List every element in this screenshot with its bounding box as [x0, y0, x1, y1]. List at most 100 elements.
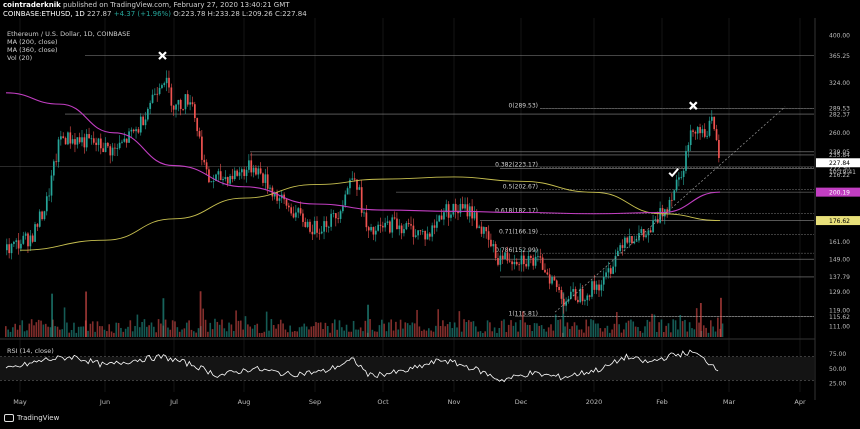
chart-title: Ethereum / U.S. Dollar, 1D, COINBASE — [7, 30, 131, 38]
y-tick-label: 324.00 — [829, 80, 850, 87]
last-price-tag-bg — [816, 158, 860, 168]
candle-body — [485, 227, 488, 232]
candle-body — [102, 148, 105, 153]
ohlc-detail: O:223.78 H:233.28 L:209.26 C:227.84 — [173, 10, 307, 18]
volume-bar — [545, 331, 548, 337]
volume-bar — [30, 319, 33, 337]
volume-bar — [237, 320, 240, 337]
candle-body — [147, 108, 149, 120]
volume-bar — [162, 298, 165, 337]
volume-bar — [44, 323, 47, 337]
candle-body — [537, 256, 539, 258]
candle-body — [504, 252, 506, 260]
volume-bar — [470, 321, 472, 337]
volume-bar — [681, 321, 684, 337]
candle-body — [534, 256, 537, 266]
candle-body — [506, 252, 509, 261]
volume-bar — [77, 326, 80, 337]
volume-bar — [449, 321, 451, 337]
volume-bar — [585, 319, 588, 337]
y-tick-label: 222.30 — [829, 166, 850, 173]
countdown-label: 10:19:41 — [829, 169, 856, 176]
volume-bar — [193, 331, 195, 337]
volume-bar — [272, 325, 275, 337]
tradingview-footer[interactable]: TradingView — [4, 414, 59, 422]
vol-legend[interactable]: Vol (20) — [7, 54, 33, 62]
candle-body — [74, 139, 76, 145]
candle-body — [407, 223, 410, 225]
candle-body — [410, 224, 412, 226]
candle-body — [8, 244, 11, 254]
check-marker-icon — [668, 168, 679, 178]
candle-body — [647, 230, 650, 236]
volume-bar — [16, 329, 19, 337]
candle-body — [360, 187, 363, 213]
volume-bar — [707, 332, 710, 337]
candle-body — [511, 261, 513, 265]
volume-bar — [672, 319, 674, 337]
ma360-legend[interactable]: MA (360, close) — [7, 46, 58, 54]
candle-body — [619, 245, 622, 251]
author-name[interactable]: cointraderknik — [3, 1, 61, 9]
volume-bar — [322, 329, 324, 337]
volume-bar — [594, 323, 597, 337]
volume-bar — [143, 319, 146, 337]
rsi-legend[interactable]: RSI (14, close) — [7, 347, 54, 355]
ma200-price-tag: 176.62 — [829, 218, 850, 225]
candle-body — [424, 231, 426, 240]
candle-body — [302, 213, 304, 222]
volume-bar — [174, 321, 176, 337]
volume-bar — [275, 328, 277, 337]
candle-body — [189, 102, 191, 105]
trendline — [554, 106, 786, 313]
cross-marker-icon — [158, 51, 167, 60]
volume-bar — [287, 332, 289, 337]
volume-bar — [618, 324, 620, 337]
volume-bar — [80, 326, 82, 337]
volume-bar — [244, 316, 247, 337]
volume-bar — [148, 325, 150, 337]
y-tick-label: 111.00 — [829, 323, 850, 330]
volume-bar — [247, 324, 249, 337]
volume-bar — [460, 331, 463, 337]
volume-bar — [176, 327, 179, 337]
ma200-line — [19, 176, 721, 251]
volume-bar — [258, 332, 261, 337]
volume-bar — [127, 326, 129, 337]
candle-body — [478, 226, 481, 228]
candle-body — [123, 138, 126, 142]
candle-body — [226, 177, 229, 184]
tradingview-brand: TradingView — [17, 414, 60, 422]
volume-bar — [679, 315, 682, 337]
volume-bar — [486, 320, 489, 337]
candle-body — [306, 221, 309, 227]
volume-bar — [352, 320, 355, 337]
candle-body — [104, 142, 107, 153]
candle-body — [497, 258, 499, 265]
ma200-legend[interactable]: MA (200, close) — [7, 38, 58, 46]
candle-body — [269, 187, 271, 189]
volume-bar — [383, 323, 385, 337]
volume-bar — [157, 319, 160, 337]
volume-bar — [540, 325, 543, 337]
volume-bar — [411, 322, 414, 337]
volume-bar — [529, 325, 531, 337]
volume-bar — [108, 324, 110, 337]
candle-body — [57, 139, 60, 162]
x-tick-label: Jun — [99, 398, 110, 406]
candle-body — [114, 147, 116, 149]
candle-body — [81, 137, 83, 143]
candle-body — [161, 85, 163, 88]
candle-body — [22, 235, 25, 244]
volume-bar — [169, 329, 172, 337]
candle-body — [443, 212, 445, 220]
candle-body — [546, 272, 549, 275]
candle-body — [370, 227, 372, 231]
candle-body — [689, 130, 692, 146]
candle-body — [680, 176, 683, 178]
volume-bar — [99, 326, 101, 337]
volume-bar — [557, 319, 559, 337]
volume-bar — [54, 326, 56, 337]
candle-body — [205, 162, 208, 170]
